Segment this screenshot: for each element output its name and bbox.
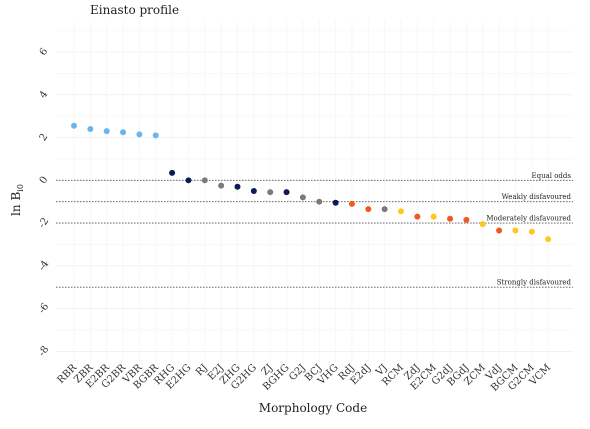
y-tick-label: -4 xyxy=(37,259,52,273)
data-point xyxy=(267,189,274,196)
reference-line-label: Equal odds xyxy=(531,172,571,180)
data-point xyxy=(103,128,110,135)
data-point xyxy=(152,132,159,139)
data-point xyxy=(398,208,404,215)
data-point xyxy=(430,213,437,220)
data-point xyxy=(201,177,208,184)
data-point xyxy=(71,122,77,129)
data-point xyxy=(120,129,127,136)
data-point xyxy=(234,183,241,190)
data-point xyxy=(348,200,355,207)
y-tick-label: -2 xyxy=(37,216,52,230)
data-point xyxy=(496,227,503,234)
reference-line-label: Strongly disfavoured xyxy=(497,279,572,287)
data-point xyxy=(528,228,535,235)
data-point xyxy=(447,215,454,222)
y-axis-title-sub: i0 xyxy=(16,184,25,192)
reference-line-label: Weakly disfavoured xyxy=(502,193,572,201)
data-point xyxy=(218,182,225,189)
data-point xyxy=(512,227,519,234)
data-point xyxy=(250,188,257,194)
y-tick-label: 4 xyxy=(38,89,51,101)
data-point xyxy=(87,126,94,133)
reference-lines: Equal odds Weakly disfavoured Moderately d… xyxy=(56,172,573,288)
y-tick-labels: 6 4 2 0 -2 -4 -6 -8 xyxy=(37,46,52,358)
chart-title: Einasto profile xyxy=(90,3,179,17)
data-point xyxy=(136,131,143,138)
data-point xyxy=(283,189,290,196)
data-point xyxy=(414,213,421,220)
data-point xyxy=(365,206,372,213)
y-tick-label: 0 xyxy=(38,175,51,187)
data-point xyxy=(463,216,470,223)
grid-lines xyxy=(56,20,573,362)
data-point xyxy=(299,194,306,201)
x-axis-title: Morphology Code xyxy=(259,401,367,415)
data-points xyxy=(71,122,552,243)
y-tick-label: -6 xyxy=(37,301,52,315)
data-point xyxy=(185,177,192,184)
data-point xyxy=(316,198,323,205)
data-point xyxy=(545,236,552,243)
reference-line-label: Moderately disfavoured xyxy=(486,215,571,223)
data-point xyxy=(479,221,486,228)
data-point xyxy=(332,199,339,206)
y-tick-label: -8 xyxy=(37,344,52,358)
y-axis-title-main: ln B xyxy=(9,192,23,216)
data-point xyxy=(169,169,176,176)
data-point xyxy=(381,206,388,213)
y-tick-label: 6 xyxy=(38,46,51,58)
y-axis-title: ln Bi0 xyxy=(9,184,25,216)
y-tick-label: 2 xyxy=(38,132,51,144)
